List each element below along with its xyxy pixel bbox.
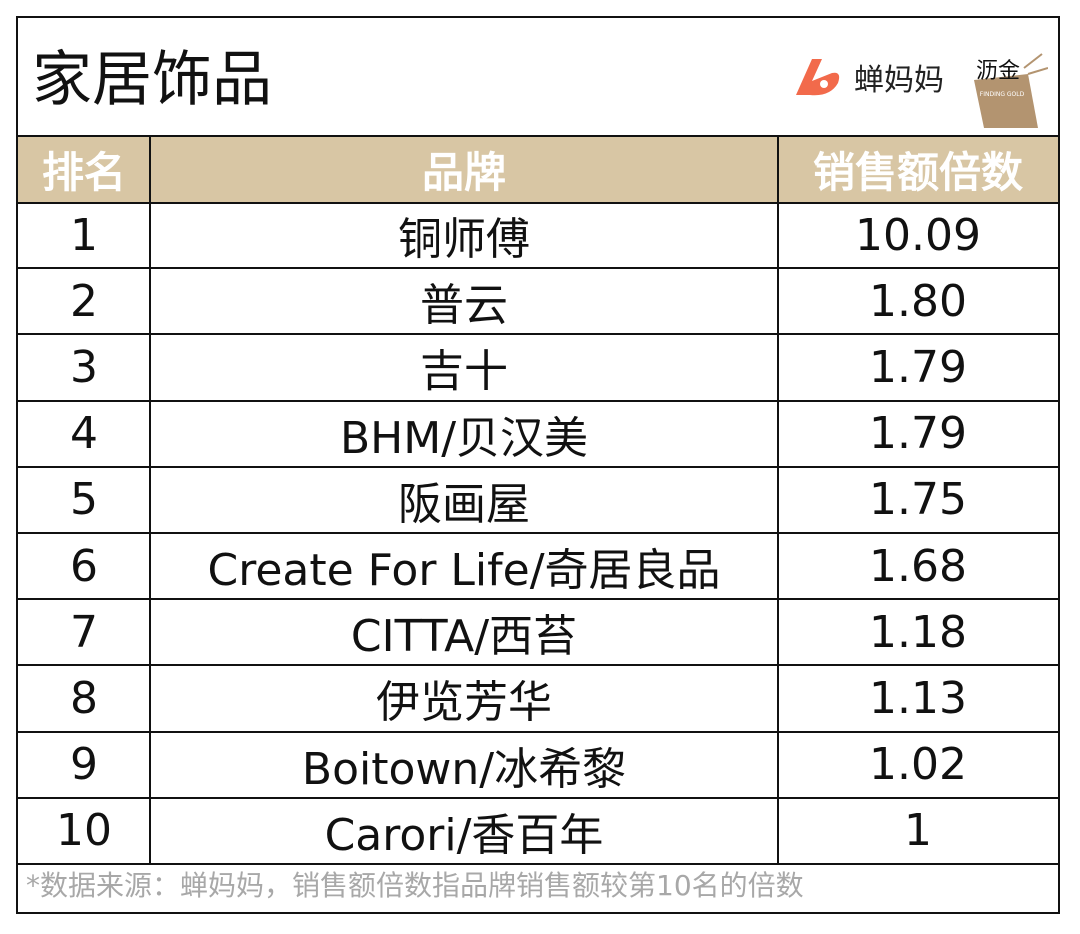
column-rule	[777, 135, 779, 864]
table-cell: 2	[70, 275, 98, 327]
badge-subtext: FINDING GOLD	[980, 91, 1025, 98]
table-cell: 铜师傅	[398, 214, 530, 266]
table-cell: 7	[70, 606, 98, 658]
column-header: 销售额倍数	[778, 137, 1058, 202]
column-rule	[149, 135, 151, 864]
table-cell: 1.80	[869, 275, 967, 327]
table-cell: 普云	[420, 280, 508, 332]
footnote: *数据来源：蝉妈妈，销售额倍数指品牌销售额较第10名的倍数	[26, 869, 804, 902]
table-cell: 1.79	[869, 341, 967, 393]
logo: 蝉妈妈	[790, 52, 944, 102]
table-cell: 10.09	[855, 209, 981, 261]
table-cell: Boitown/冰希黎	[301, 743, 627, 795]
column-header: 排名	[18, 137, 150, 202]
rule	[18, 796, 1058, 799]
table-cell: CITTA/西苔	[350, 611, 578, 663]
table-cell: 1.79	[869, 408, 967, 460]
table-cell: 吉十	[420, 346, 508, 398]
rule	[18, 267, 1058, 270]
table-cell: 9	[70, 739, 98, 791]
rule	[18, 465, 1058, 468]
rule	[18, 333, 1058, 336]
rule	[18, 532, 1058, 534]
table-cell: 6	[70, 540, 98, 592]
table-cell: 8	[70, 672, 98, 724]
table-cell: 4	[70, 408, 98, 460]
table-cell: 5	[70, 474, 98, 526]
table-cell: 1.18	[869, 606, 967, 658]
badge: 沥金 FINDING GOLD	[974, 53, 1048, 128]
table-cell: BHM/贝汉美	[339, 412, 589, 464]
table-cell: 3	[70, 341, 98, 393]
rule	[18, 598, 1058, 601]
rule	[18, 730, 1058, 733]
badge-text: 沥金	[976, 59, 1020, 84]
table-cell: 1	[904, 805, 932, 857]
logo-text: 蝉妈妈	[854, 63, 944, 98]
table-cell: 1.02	[869, 739, 967, 791]
rule	[18, 863, 1058, 865]
rule	[18, 202, 1058, 204]
rule	[18, 135, 1058, 137]
table-cell: 1	[70, 209, 98, 261]
table-cell: 1.13	[869, 672, 967, 724]
logo-icon	[796, 59, 840, 96]
table-cell: 1.75	[869, 474, 967, 526]
column-header: 品牌	[150, 137, 778, 202]
table-frame: 家居饰品 蝉妈妈 沥金 FINDING GOLD 排名 品牌 销售额倍数 1 铜师傅 10…	[16, 16, 1060, 914]
table-cell: Create For Life/奇居良品	[207, 545, 721, 597]
table-cell: 伊览芳华	[376, 677, 552, 729]
table-cell: Carori/香百年	[324, 809, 604, 861]
title: 家居饰品	[32, 45, 272, 115]
table-cell: 1.68	[869, 540, 967, 592]
table-cell: 10	[56, 805, 112, 857]
table-cell: 阪画屋	[398, 478, 530, 530]
rule	[18, 399, 1058, 402]
rule	[18, 664, 1058, 667]
